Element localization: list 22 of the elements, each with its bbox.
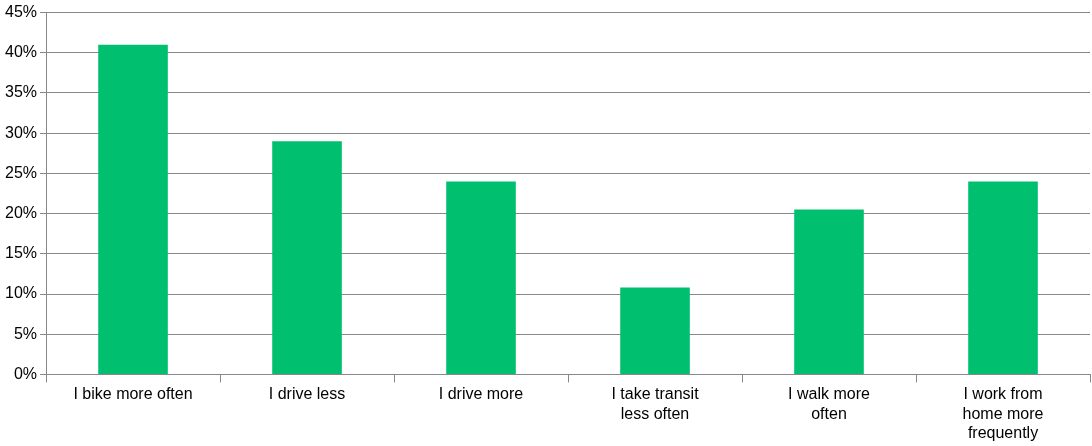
x-tick-label: I take transit less often [611, 385, 700, 422]
y-tick-label: 25% [4, 163, 38, 181]
x-tick-label: I drive more [438, 385, 524, 403]
y-tick-label: 5% [13, 324, 38, 342]
y-tick-label: 20% [4, 204, 38, 222]
y-tick-label: 45% [4, 3, 38, 21]
x-tick-label: I work from home more frequently [962, 385, 1044, 441]
y-tick-label: 15% [4, 244, 38, 262]
bar [98, 44, 168, 374]
x-tick-label: I walk more often [788, 385, 871, 422]
bar [794, 209, 864, 374]
bar [446, 181, 516, 374]
bar [620, 287, 690, 374]
x-tick-label: I drive less [268, 385, 346, 403]
bar [968, 181, 1038, 374]
bar [272, 141, 342, 374]
y-tick-label: 35% [4, 83, 38, 101]
y-tick-label: 10% [4, 284, 38, 302]
y-tick-label: 0% [13, 364, 38, 382]
y-tick-label: 30% [4, 123, 38, 141]
x-tick-label: I bike more often [73, 385, 193, 403]
y-tick-label: 40% [4, 43, 38, 61]
